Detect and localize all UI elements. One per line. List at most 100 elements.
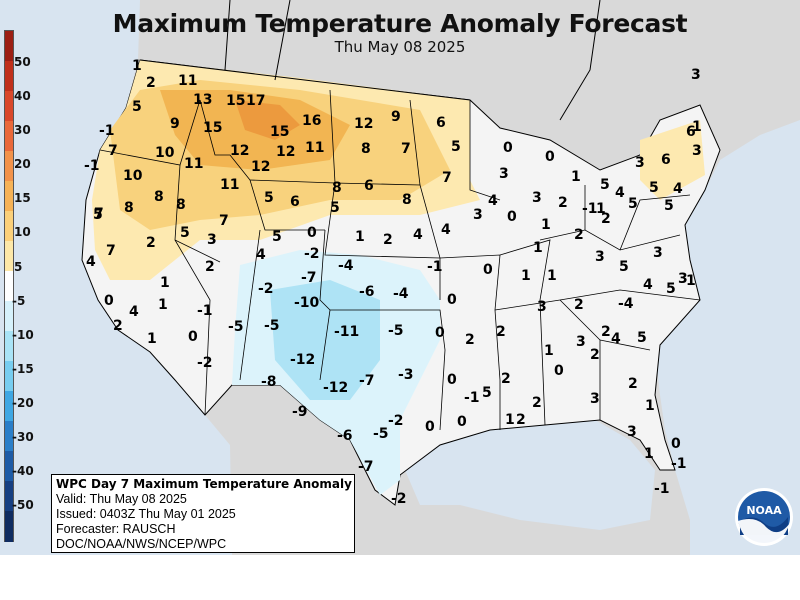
anomaly-value: 1: [547, 268, 557, 284]
warm-northeast: [640, 120, 705, 200]
anomaly-value: -5: [388, 323, 404, 339]
anomaly-value: 5: [628, 196, 638, 212]
colorbar-label: 10: [14, 225, 31, 239]
atlantic-ocean: [655, 120, 800, 555]
logo-text: NOAA: [746, 504, 782, 517]
anomaly-value: 2: [516, 412, 526, 428]
anomaly-value: 3: [537, 299, 547, 315]
map-subtitle: Thu May 08 2025: [334, 38, 466, 56]
anomaly-value: 11: [220, 177, 240, 193]
anomaly-value: 2: [496, 324, 506, 340]
colorbar-band: [5, 481, 13, 512]
canada-border: [139, 59, 471, 101]
anomaly-value: 5: [664, 198, 674, 214]
anomaly-value: 1: [596, 201, 606, 217]
anomaly-value: -12: [323, 380, 349, 396]
anomaly-value: 0: [457, 414, 467, 430]
colorbar-band: [5, 211, 13, 242]
colorbar-label: -30: [12, 430, 34, 444]
anomaly-value: 4: [129, 304, 139, 320]
anomaly-value: 8: [332, 180, 342, 196]
anomaly-value: 2: [574, 227, 584, 243]
anomaly-value: 8: [402, 192, 412, 208]
anomaly-value: 8: [154, 189, 164, 205]
temperature-anomaly-map: [0, 0, 800, 555]
anomaly-value: 1: [132, 58, 142, 74]
anomaly-value: 3: [678, 271, 688, 287]
anomaly-value: 4: [673, 181, 683, 197]
anomaly-value: 2: [383, 232, 393, 248]
anomaly-value: -1: [84, 158, 100, 174]
anomaly-value: 6: [661, 152, 671, 168]
anomaly-value: -6: [359, 284, 375, 300]
anomaly-value: 4: [615, 185, 625, 201]
anomaly-value: 6: [364, 178, 374, 194]
anomaly-value: 7: [401, 141, 411, 157]
anomaly-value: 0: [447, 292, 457, 308]
anomaly-value: 4: [611, 331, 621, 347]
colorbar-band: [5, 511, 13, 542]
anomaly-value: 0: [545, 149, 555, 165]
anomaly-value: -1: [427, 259, 443, 275]
anomaly-value: 5: [93, 207, 103, 223]
anomaly-value: -5: [228, 319, 244, 335]
anomaly-value: 6: [436, 115, 446, 131]
anomaly-value: 6: [290, 194, 300, 210]
anomaly-value: 1: [521, 268, 531, 284]
anomaly-value: 0: [425, 419, 435, 435]
anomaly-value: 9: [391, 109, 401, 125]
colorbar-label: -40: [12, 464, 34, 478]
colorbar-band: [5, 181, 13, 212]
anomaly-value: 2: [601, 211, 611, 227]
anomaly-value: 5: [330, 200, 340, 216]
anomaly-value: -2: [304, 246, 320, 262]
anomaly-value: 5: [482, 385, 492, 401]
anomaly-value: 2: [465, 332, 475, 348]
anomaly-value: -2: [197, 355, 213, 371]
colorbar-label: -50: [12, 498, 34, 512]
anomaly-value: 5: [666, 281, 676, 297]
map-title: Maximum Temperature Anomaly Forecast: [112, 9, 688, 38]
anomaly-value: 7: [442, 170, 452, 186]
anomaly-value: -5: [373, 426, 389, 442]
noaa-logo: NOAA: [734, 487, 794, 547]
colorbar-band: [5, 61, 13, 92]
anomaly-value: 3: [635, 155, 645, 171]
colorbar-label: 50: [14, 55, 31, 69]
anomaly-value: -2: [258, 281, 274, 297]
anomaly-value: -8: [261, 374, 277, 390]
anomaly-value: 1: [692, 119, 702, 135]
anomaly-value: 3: [207, 232, 217, 248]
anomaly-value: 3: [627, 424, 637, 440]
colorbar-label: 20: [14, 157, 31, 171]
anomaly-value: 10: [123, 168, 143, 184]
anomaly-value: 1: [571, 169, 581, 185]
anomaly-value: 4: [488, 193, 498, 209]
anomaly-value: 0: [483, 262, 493, 278]
info-valid: Valid: Thu May 08 2025: [56, 492, 187, 506]
anomaly-value: 12: [354, 116, 374, 132]
anomaly-value: 3: [576, 334, 586, 350]
anomaly-value: -11: [334, 324, 360, 340]
anomaly-value: 11: [305, 140, 325, 156]
anomaly-value: -3: [398, 367, 414, 383]
info-agency: DOC/NOAA/NWS/NCEP/WPC: [56, 537, 227, 551]
anomaly-value: 3: [499, 166, 509, 182]
anomaly-value: -2: [388, 413, 404, 429]
colorbar-band: [5, 331, 13, 362]
anomaly-value: 0: [503, 140, 513, 156]
anomaly-value: 5: [600, 177, 610, 193]
anomaly-value: 0: [554, 363, 564, 379]
anomaly-value: 0: [104, 293, 114, 309]
anomaly-value: -10: [294, 295, 320, 311]
canada-lines: [224, 0, 601, 121]
anomaly-value: 3: [595, 249, 605, 265]
anomaly-value: 2: [601, 324, 611, 340]
anomaly-value: 3: [653, 245, 663, 261]
anomaly-value: -7: [301, 270, 317, 286]
anomaly-value: 10: [155, 145, 175, 161]
pacific-ocean: [0, 0, 232, 555]
anomaly-value: -1: [99, 123, 115, 139]
colorbar: [4, 30, 14, 542]
anomaly-value: 0: [507, 209, 517, 225]
